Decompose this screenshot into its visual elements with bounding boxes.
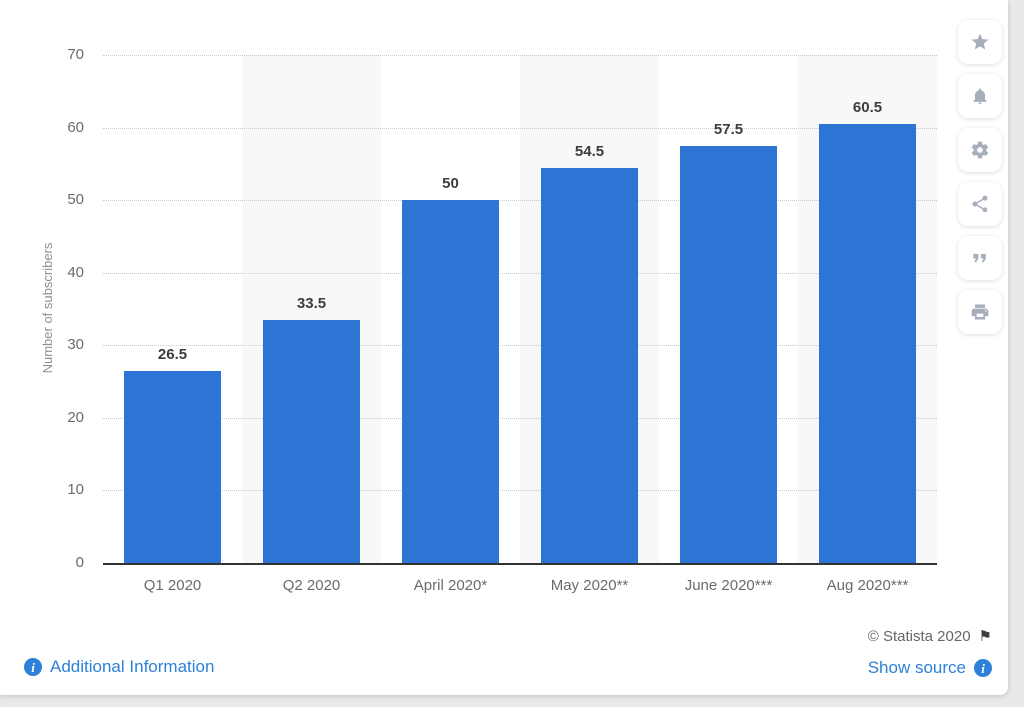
bar[interactable] [263, 319, 360, 563]
gridline [103, 127, 937, 129]
bar-value-label: 57.5 [713, 120, 744, 138]
bar-value-label: 50 [442, 175, 459, 193]
gridline [103, 200, 937, 202]
show-source-label: Show source [867, 658, 966, 677]
bar[interactable] [541, 167, 638, 563]
bar[interactable] [402, 200, 499, 563]
y-axis-title: Number of subscribers [40, 242, 55, 374]
info-icon: i [24, 658, 42, 676]
x-category-label: April 2020* [413, 577, 488, 594]
settings-button[interactable] [958, 128, 1002, 172]
bar[interactable] [819, 123, 916, 563]
gridline [103, 272, 937, 274]
y-tick-label: 20 [67, 408, 84, 426]
share-button[interactable] [958, 182, 1002, 226]
star-icon [971, 33, 989, 50]
bar-value-label: 26.5 [157, 345, 188, 363]
show-source-link[interactable]: Show source i [868, 658, 992, 678]
bar[interactable] [124, 370, 221, 563]
y-tick-label: 60 [67, 118, 84, 136]
gridline [103, 55, 937, 56]
x-category-label: June 2020*** [684, 577, 773, 594]
y-tick-label: 40 [67, 263, 84, 281]
y-tick-label: 50 [67, 191, 84, 209]
gear-icon [971, 141, 989, 159]
y-tick-label: 10 [67, 481, 84, 499]
gridline [103, 345, 937, 347]
print-icon [971, 304, 989, 320]
favorite-button[interactable] [958, 20, 1002, 64]
plot-area: 26.5 33.5 50 54.5 57.5 60.5 [103, 55, 937, 565]
additional-information-link[interactable]: i Additional Information [24, 657, 214, 677]
statistic-card: Number of subscribers 26.5 33.5 50 54.5 57.5… [0, 0, 1008, 695]
x-category-label: Aug 2020*** [826, 577, 909, 594]
bar-value-label: 60.5 [852, 98, 883, 116]
cite-button[interactable] [958, 236, 1002, 280]
quote-icon [973, 253, 986, 263]
y-tick-label: 70 [67, 46, 84, 63]
info-icon: i [974, 659, 992, 677]
gridline [103, 490, 937, 492]
copyright-text: © Statista 2020 [867, 628, 971, 645]
bell-icon [973, 88, 987, 105]
bar-value-label: 33.5 [296, 294, 327, 312]
gridline [103, 417, 937, 419]
alerts-button[interactable] [958, 74, 1002, 118]
x-category-label: Q1 2020 [143, 577, 202, 594]
bar-value-label: 54.5 [574, 142, 605, 160]
flag-icon: ⚑ [978, 628, 992, 645]
y-tick-label: 0 [75, 554, 84, 571]
additional-information-label: Additional Information [50, 657, 215, 676]
chart: Number of subscribers 26.5 33.5 50 54.5 57.5… [40, 46, 937, 594]
print-button[interactable] [958, 290, 1002, 334]
toolbar [958, 20, 1002, 334]
share-icon [972, 195, 988, 213]
y-tick-label: 30 [67, 336, 84, 354]
x-category-label: Q2 2020 [282, 577, 341, 594]
copyright: © Statista 2020 ⚑ [868, 628, 992, 645]
x-category-label: May 2020** [550, 577, 629, 594]
bar[interactable] [680, 145, 777, 563]
